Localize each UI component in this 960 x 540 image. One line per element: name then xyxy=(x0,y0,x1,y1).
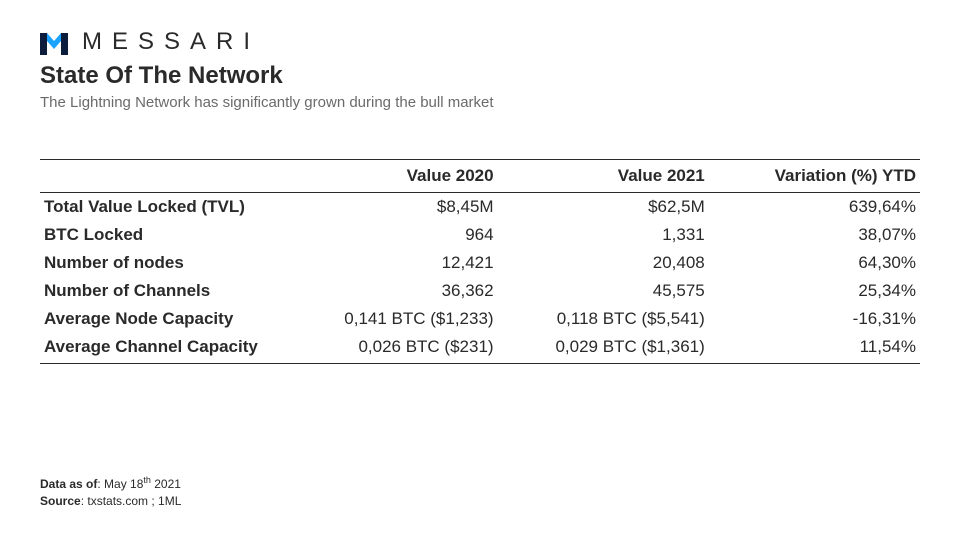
value-2020-cell: $8,45M xyxy=(286,193,497,222)
value-2021-cell: $62,5M xyxy=(498,193,709,222)
col-header-metric xyxy=(40,160,286,193)
value-2020-cell: 0,141 BTC ($1,233) xyxy=(286,305,497,333)
data-as-of-line: Data as of: May 18th 2021 xyxy=(40,474,181,493)
metric-cell: Number of nodes xyxy=(40,249,286,277)
network-stats-table: Value 2020 Value 2021 Variation (%) YTD … xyxy=(40,159,920,364)
metric-cell: Average Channel Capacity xyxy=(40,333,286,364)
data-as-of-label: Data as of xyxy=(40,477,97,491)
metric-cell: Number of Channels xyxy=(40,277,286,305)
page-title: State Of The Network xyxy=(40,62,920,90)
metric-cell: BTC Locked xyxy=(40,221,286,249)
table-row: Number of nodes 12,421 20,408 64,30% xyxy=(40,249,920,277)
table-row: Average Channel Capacity 0,026 BTC ($231… xyxy=(40,333,920,364)
brand-header: MESSARI xyxy=(40,28,920,56)
data-as-of-year: 2021 xyxy=(154,477,181,491)
value-2020-cell: 964 xyxy=(286,221,497,249)
col-header-2020: Value 2020 xyxy=(286,160,497,193)
value-2021-cell: 45,575 xyxy=(498,277,709,305)
data-as-of-value: May 18 xyxy=(104,477,143,491)
value-2021-cell: 20,408 xyxy=(498,249,709,277)
table-row: Total Value Locked (TVL) $8,45M $62,5M 6… xyxy=(40,193,920,222)
source-label: Source xyxy=(40,494,81,508)
table-row: BTC Locked 964 1,331 38,07% xyxy=(40,221,920,249)
brand-name: MESSARI xyxy=(82,28,260,56)
metric-cell: Average Node Capacity xyxy=(40,305,286,333)
variation-cell: 25,34% xyxy=(709,277,920,305)
messari-logo-icon xyxy=(40,29,68,55)
footer-meta: Data as of: May 18th 2021 Source: txstat… xyxy=(40,474,181,510)
variation-cell: 11,54% xyxy=(709,333,920,364)
variation-cell: 64,30% xyxy=(709,249,920,277)
value-2020-cell: 0,026 BTC ($231) xyxy=(286,333,497,364)
variation-cell: 38,07% xyxy=(709,221,920,249)
source-value: txstats.com ; 1ML xyxy=(87,494,181,508)
variation-cell: -16,31% xyxy=(709,305,920,333)
value-2020-cell: 36,362 xyxy=(286,277,497,305)
col-header-2021: Value 2021 xyxy=(498,160,709,193)
source-line: Source: txstats.com ; 1ML xyxy=(40,493,181,510)
value-2021-cell: 0,029 BTC ($1,361) xyxy=(498,333,709,364)
value-2020-cell: 12,421 xyxy=(286,249,497,277)
table-row: Number of Channels 36,362 45,575 25,34% xyxy=(40,277,920,305)
metric-cell: Total Value Locked (TVL) xyxy=(40,193,286,222)
data-as-of-suffix: th xyxy=(143,475,151,485)
table-header-row: Value 2020 Value 2021 Variation (%) YTD xyxy=(40,160,920,193)
table-row: Average Node Capacity 0,141 BTC ($1,233)… xyxy=(40,305,920,333)
col-header-var: Variation (%) YTD xyxy=(709,160,920,193)
page-subtitle: The Lightning Network has significantly … xyxy=(40,94,920,111)
value-2021-cell: 1,331 xyxy=(498,221,709,249)
variation-cell: 639,64% xyxy=(709,193,920,222)
value-2021-cell: 0,118 BTC ($5,541) xyxy=(498,305,709,333)
